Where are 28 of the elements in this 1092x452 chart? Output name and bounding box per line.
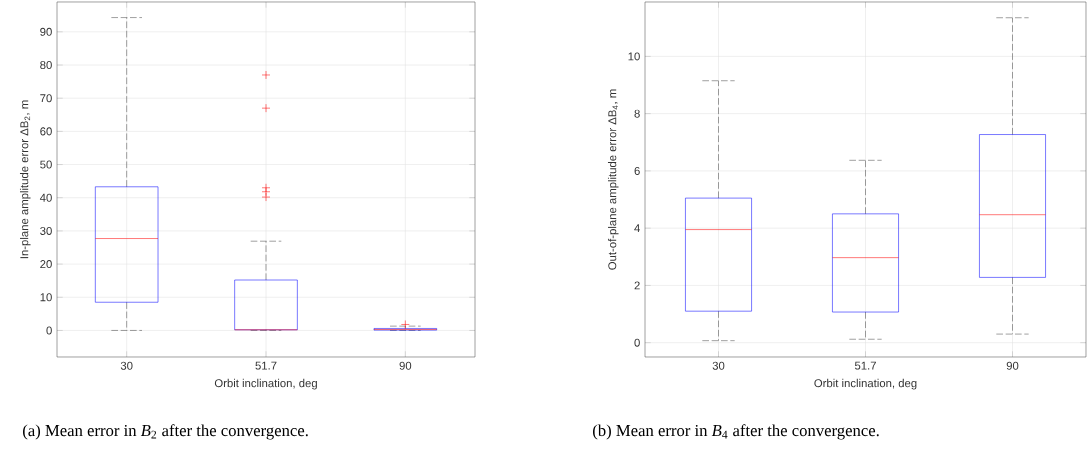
y-tick-label: 6 (634, 166, 640, 175)
x-tick-label: 30 (712, 361, 725, 370)
y-tick-label: 70 (40, 94, 52, 103)
y-axis-title: In-plane amplitude error ΔB$_{2}$, m (19, 100, 31, 259)
y-tick-label: 0 (46, 326, 52, 335)
y-tick-label: 8 (634, 109, 640, 118)
text: (b) Mean error in B$_{4}$ after the convergence. (593, 424, 879, 440)
x-tick-label: 90 (399, 361, 412, 370)
y-tick-label: 2 (634, 281, 640, 290)
y-tick-label: 60 (40, 127, 52, 136)
x-axis-title: Orbit inclination, deg (814, 378, 917, 390)
x-tick-label: 51.7 (255, 361, 277, 370)
y-tick-label: 20 (40, 260, 52, 269)
y-tick-label: 40 (39, 193, 52, 202)
x-axis-title: Orbit inclination, deg (214, 378, 317, 390)
y-tick-label: 10 (628, 52, 640, 61)
x-tick-label: 90 (1006, 361, 1019, 370)
y-tick-label: 30 (40, 226, 52, 235)
y-tick-label: 80 (40, 61, 52, 70)
y-axis-title: Out-of-plane amplitude error ΔB$_{4}$, m (607, 89, 619, 270)
text: (a) Mean error in B$_{2}$ after the convergence. (23, 424, 308, 440)
x-tick-label: 30 (120, 361, 133, 370)
y-tick-label: 50 (40, 160, 52, 169)
y-tick-label: 0 (634, 338, 640, 347)
y-tick-label: 10 (40, 293, 52, 302)
y-tick-label: 4 (634, 224, 640, 233)
y-tick-label: 90 (40, 27, 52, 36)
x-tick-label: 51.7 (854, 361, 876, 370)
